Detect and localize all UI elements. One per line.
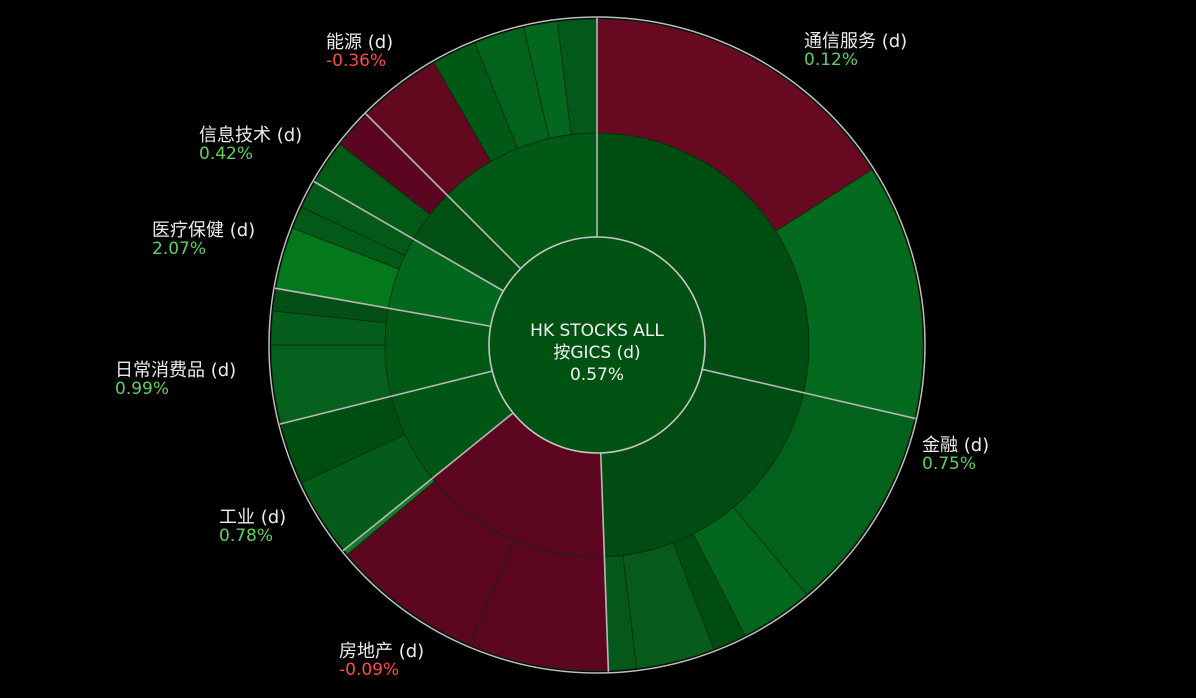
sector-label-health-care[interactable]: 医疗保健 (d) 2.07% — [152, 220, 256, 259]
sector-name: 通信服务 (d) — [804, 31, 908, 52]
sector-separator — [702, 368, 916, 420]
sector-separator — [274, 287, 491, 328]
sector-change: 2.07% — [152, 238, 207, 259]
sector-change: 0.42% — [199, 143, 254, 164]
sector-change: 0.75% — [922, 453, 977, 474]
sector-separator — [342, 412, 514, 552]
sector-label-real-estate[interactable]: 房地产 (d) -0.09% — [339, 641, 425, 680]
sector-name: 金融 (d) — [922, 435, 990, 456]
sector-separator — [279, 370, 493, 425]
sector-name: 信息技术 (d) — [199, 125, 303, 146]
chart-center-disc — [488, 236, 706, 454]
sector-name: 能源 (d) — [326, 32, 394, 53]
sector-name: 日常消费品 (d) — [115, 360, 237, 381]
sector-change: -0.36% — [326, 50, 387, 71]
sector-label-industrials[interactable]: 工业 (d) 0.78% — [219, 507, 287, 546]
sector-change: 0.78% — [219, 525, 274, 546]
sector-label-information-technology[interactable]: 信息技术 (d) 0.42% — [199, 125, 303, 164]
sector-separator — [313, 180, 504, 292]
sector-change: 0.12% — [804, 49, 859, 70]
sector-name: 工业 (d) — [219, 507, 287, 528]
sector-label-communication[interactable]: 通信服务 (d) 0.12% — [804, 31, 908, 70]
sector-name: 医疗保健 (d) — [152, 220, 256, 241]
sector-change: -0.09% — [339, 659, 400, 680]
sector-change: 0.99% — [115, 378, 170, 399]
sector-name: 房地产 (d) — [339, 641, 425, 662]
sector-label-consumer-staples[interactable]: 日常消费品 (d) 0.99% — [115, 360, 237, 399]
sector-separator — [599, 452, 610, 672]
sector-label-energy[interactable]: 能源 (d) -0.36% — [326, 32, 394, 71]
sector-label-financials[interactable]: 金融 (d) 0.75% — [922, 435, 990, 474]
sector-separator — [365, 113, 522, 270]
